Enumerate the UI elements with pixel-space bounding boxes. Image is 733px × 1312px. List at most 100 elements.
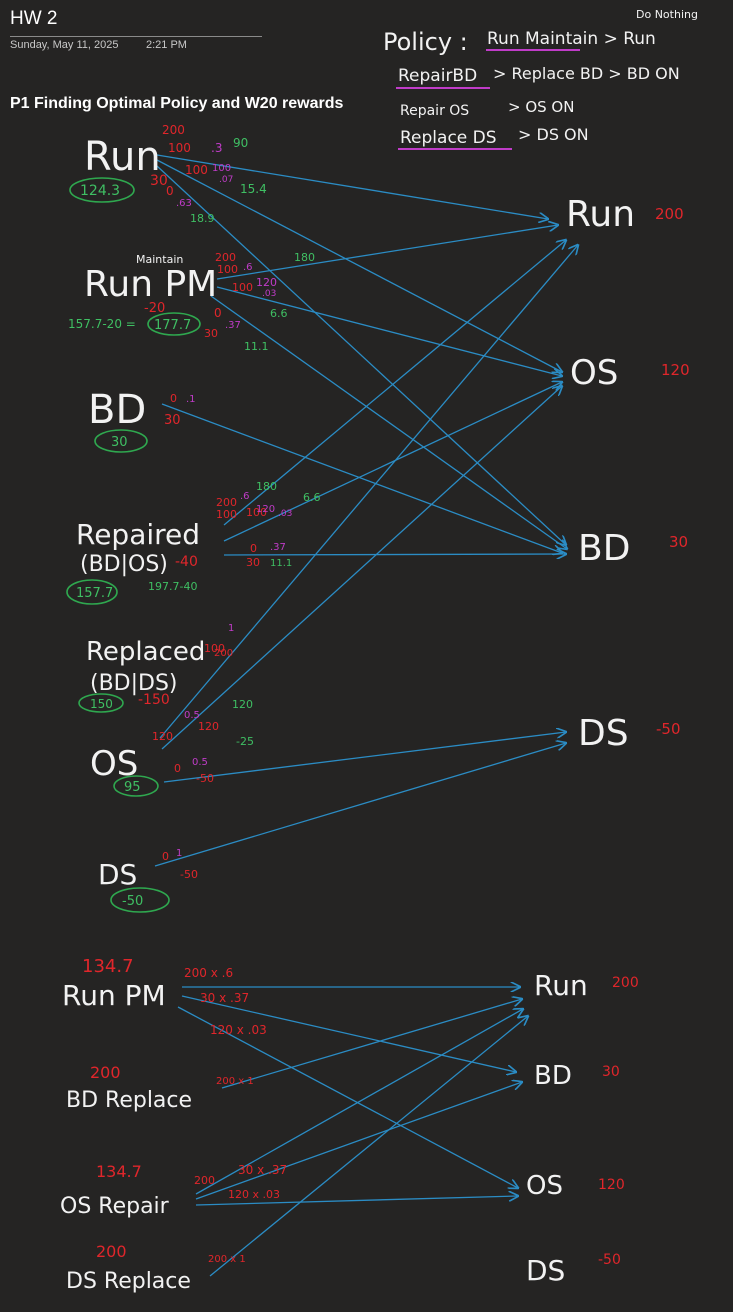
arrow2-runpm-to-bd	[181, 995, 516, 1072]
value-run-pm-calc: 157.7-20 =	[68, 317, 136, 331]
state-repaired-line1: Repaired	[76, 518, 200, 551]
title-underline	[10, 36, 262, 37]
ann-run-r5: 0	[166, 184, 174, 198]
d2-ann-pm-3: 120 x .03	[210, 1023, 267, 1037]
d2-bd-replace: BD Replace	[66, 1088, 192, 1113]
state-os: OS	[90, 744, 138, 784]
value-oval-replaced	[78, 693, 124, 713]
ann-bd-m1: .1	[186, 394, 196, 405]
ann-rep-m1: .6	[240, 491, 250, 502]
policy-label: Policy :	[383, 28, 468, 56]
policy-line-4a: Replace DS	[400, 128, 497, 148]
ann-rep-r3: 100	[246, 506, 267, 519]
value-os: 95	[124, 780, 141, 795]
policy-line-1-note: Do Nothing	[636, 8, 698, 21]
arrow-os-to-run	[159, 245, 578, 739]
ann-run-g5: 18.9	[190, 212, 215, 225]
ann-os-g2: 120	[232, 698, 253, 711]
ann-os-r2: 120	[198, 720, 219, 733]
ann-os-g4: -25	[236, 735, 254, 748]
ann-repl-r1: 100	[204, 642, 225, 655]
ann-pm-r5: 30	[204, 327, 218, 340]
d2-target-bd: BD	[534, 1061, 572, 1091]
diagram1-annotations: 200 100 .3 90 100 100 .07 15.4 30 0 .63 …	[150, 123, 321, 881]
d2-ann-osr-0: 200	[194, 1174, 215, 1187]
d2-ann-osr-1: 30 x .37	[238, 1163, 287, 1177]
d2-target-ds-reward: -50	[598, 1252, 621, 1268]
ann-os-r3: 0	[174, 762, 181, 775]
ann-run-r4: 30	[150, 173, 168, 189]
ann-pm-r3: 100	[232, 281, 253, 294]
state-bd: BD	[88, 387, 146, 433]
diagram1-arrows	[154, 154, 578, 867]
ann-os-m1: 0.5	[184, 710, 200, 721]
arrow-run-to-run	[156, 154, 548, 219]
arrow2-runpm-to-os	[177, 1006, 518, 1188]
ann-run-g1: 90	[233, 136, 248, 150]
d2-run-pm-value: 134.7	[82, 956, 134, 977]
d2-ann-dsr-1: 200 x 1	[208, 1254, 246, 1265]
ann-run-p1: .3	[211, 141, 222, 155]
ann-run-r2: 100	[168, 141, 191, 155]
ann-os-m3: 0.5	[192, 757, 208, 768]
ann-repl-r2: 200	[214, 648, 233, 659]
ann-rep-m2: 120	[256, 504, 275, 515]
value-replaced: 150	[90, 697, 113, 711]
diagram1-left-states: Run Run PM Maintain BD Repaired (BD|OS) …	[76, 134, 217, 891]
value-run: 124.3	[80, 183, 120, 199]
d2-ann-bdr-1: 200 x 1	[216, 1076, 254, 1087]
ann-rep-m2b: .03	[278, 509, 292, 519]
arrow2-bdreplace-to-run	[221, 999, 522, 1089]
diagram2-labels: 134.7 Run PM 200 BD Replace 134.7 OS Rep…	[60, 956, 639, 1294]
d2-target-ds: DS	[526, 1254, 565, 1287]
policy-line-3b: > OS ON	[508, 98, 574, 116]
target-ds: DS	[578, 713, 629, 754]
ann-rep-r5: 30	[246, 556, 260, 569]
arrow2-osrepair-to-run	[195, 1009, 523, 1195]
state-replaced-line2: (BD|DS)	[90, 671, 178, 696]
value-oval-run-pm	[147, 312, 201, 336]
state-run-pm: Run PM	[84, 264, 217, 305]
ann-ds-r1: 0	[162, 850, 169, 863]
d2-ds-replace-value: 200	[96, 1242, 127, 1261]
d2-ann-osr-2: 120 x .03	[228, 1188, 280, 1201]
value-repaired-cost: -40	[175, 554, 198, 570]
d2-ann-pm-1: 200 x .6	[184, 966, 233, 980]
d2-target-os: OS	[526, 1171, 563, 1201]
ann-os-r1: 120	[152, 730, 173, 743]
policy-line-2b: > Replace BD > BD ON	[493, 64, 680, 83]
ann-pm-m3: 120	[256, 276, 277, 289]
ann-pm-r1: 200	[215, 251, 236, 264]
arrow-run-to-bd	[156, 165, 566, 545]
arrow-bd-to-bd	[161, 403, 562, 553]
state-ds: DS	[98, 858, 137, 891]
target-os-reward: 120	[661, 361, 690, 379]
target-run: Run	[566, 194, 635, 235]
section-heading[interactable]: P1 Finding Optimal Policy and W20 reward…	[10, 95, 344, 112]
value-replaced-cost: -150	[138, 692, 170, 708]
ann-bd-r2: 30	[164, 413, 181, 428]
policy-line-1: Run Maintain > Run	[487, 29, 656, 49]
page-title[interactable]: HW 2	[10, 8, 58, 29]
arrow-runpm-to-run	[216, 225, 558, 280]
state-run-pm-note: Maintain	[136, 253, 183, 266]
state-repaired-line2: (BD|OS)	[80, 552, 168, 577]
page-date: Sunday, May 11, 2025	[10, 39, 119, 51]
policy-block: Policy : Run Maintain > Run Do Nothing R…	[383, 8, 698, 150]
ann-rep-r1: 200	[216, 496, 237, 509]
diagram1-values: 124.3 157.7-20 = 177.7 -20 30 157.7 197.…	[66, 177, 201, 913]
d2-target-run-reward: 200	[612, 975, 639, 991]
ann-ds-r2: -50	[180, 868, 198, 881]
arrow2-osrepair-to-os	[195, 1196, 518, 1206]
ann-pm-r4: 0	[214, 306, 222, 320]
value-bd: 30	[111, 435, 128, 450]
ann-pm-m3b: .03	[262, 289, 276, 299]
ann-rep-m4: .37	[270, 542, 286, 553]
ann-repl-m1: 1	[228, 623, 234, 634]
d2-os-repair: OS Repair	[60, 1194, 170, 1219]
value-oval-os	[113, 775, 159, 797]
ann-pm-g3: 6.6	[270, 307, 288, 320]
d2-bd-replace-value: 200	[90, 1063, 121, 1082]
ann-pm-g2: 180	[294, 251, 315, 264]
